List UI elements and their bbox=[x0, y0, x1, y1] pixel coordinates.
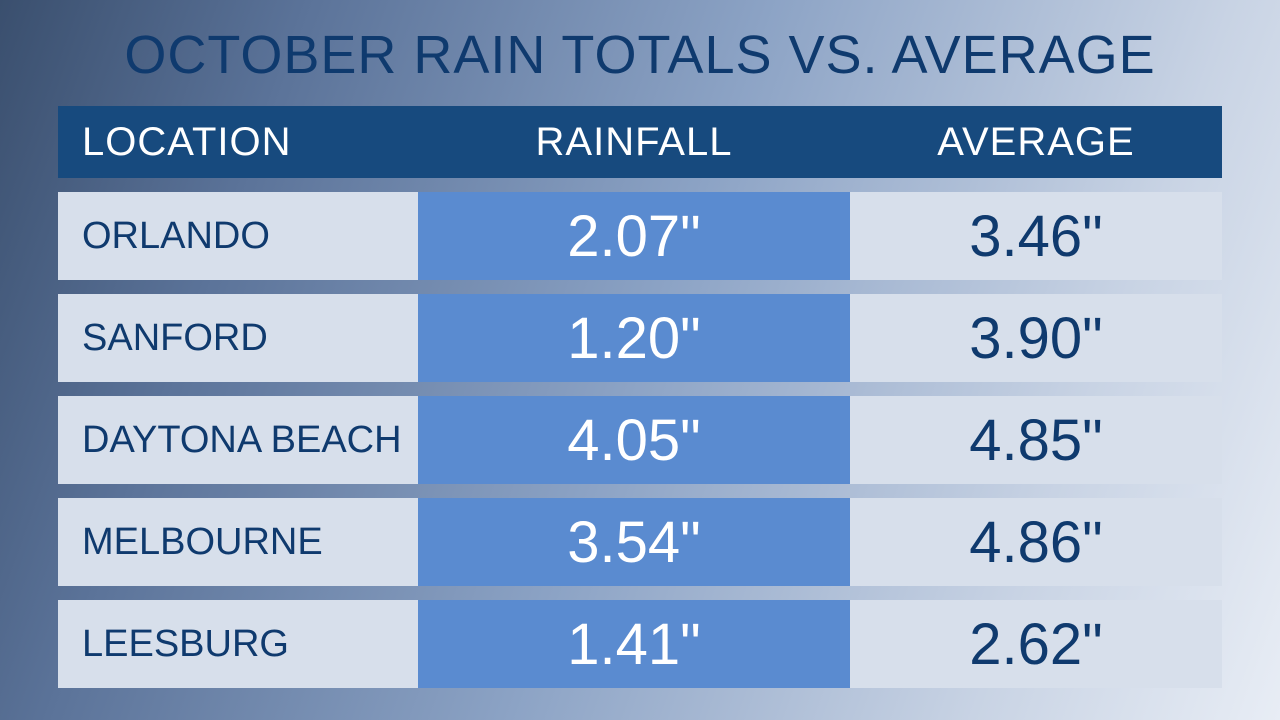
col-header-average: AVERAGE bbox=[850, 106, 1222, 178]
cell-average: 4.85" bbox=[850, 396, 1222, 484]
rain-table: LOCATION RAINFALL AVERAGE ORLANDO 2.07" … bbox=[58, 106, 1222, 688]
table-row: DAYTONA BEACH 4.05" 4.85" bbox=[58, 396, 1222, 484]
cell-average: 4.86" bbox=[850, 498, 1222, 586]
cell-average: 3.90" bbox=[850, 294, 1222, 382]
cell-location: MELBOURNE bbox=[58, 498, 418, 586]
col-header-location: LOCATION bbox=[58, 106, 418, 178]
cell-location: DAYTONA BEACH bbox=[58, 396, 418, 484]
cell-location: SANFORD bbox=[58, 294, 418, 382]
table-header-row: LOCATION RAINFALL AVERAGE bbox=[58, 106, 1222, 178]
cell-location: LEESBURG bbox=[58, 600, 418, 688]
page-title: OCTOBER RAIN TOTALS VS. AVERAGE bbox=[0, 0, 1280, 106]
col-header-rainfall: RAINFALL bbox=[418, 106, 850, 178]
cell-rainfall: 3.54" bbox=[418, 498, 850, 586]
cell-location: ORLANDO bbox=[58, 192, 418, 280]
table-row: MELBOURNE 3.54" 4.86" bbox=[58, 498, 1222, 586]
cell-rainfall: 4.05" bbox=[418, 396, 850, 484]
cell-rainfall: 1.20" bbox=[418, 294, 850, 382]
cell-average: 3.46" bbox=[850, 192, 1222, 280]
cell-average: 2.62" bbox=[850, 600, 1222, 688]
table-row: LEESBURG 1.41" 2.62" bbox=[58, 600, 1222, 688]
cell-rainfall: 2.07" bbox=[418, 192, 850, 280]
table-row: SANFORD 1.20" 3.90" bbox=[58, 294, 1222, 382]
table-row: ORLANDO 2.07" 3.46" bbox=[58, 192, 1222, 280]
cell-rainfall: 1.41" bbox=[418, 600, 850, 688]
